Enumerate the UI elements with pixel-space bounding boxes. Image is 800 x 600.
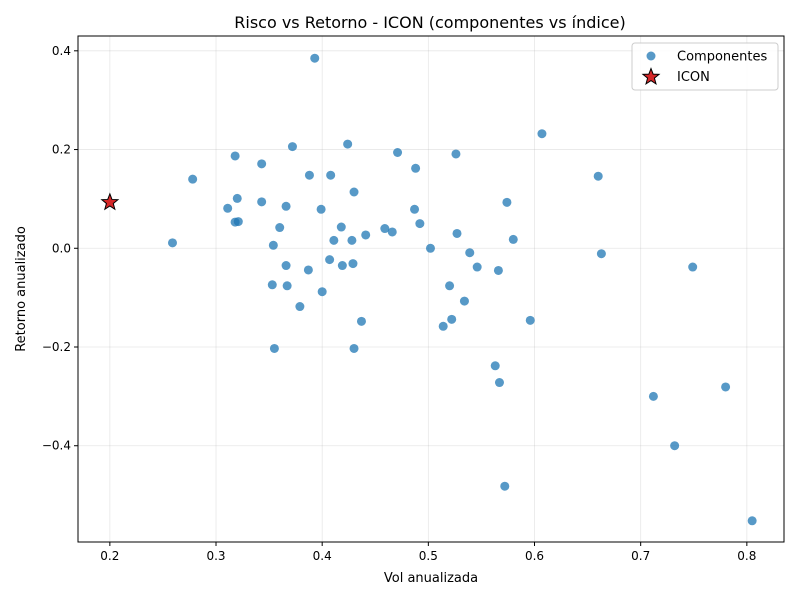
component-point	[493, 265, 503, 275]
component-point	[257, 197, 267, 207]
component-point	[281, 261, 291, 271]
y-tick-label: −0.4	[42, 439, 71, 453]
y-axis-title: Retorno anualizado	[14, 226, 29, 352]
component-point	[688, 262, 698, 272]
x-tick-label: 0.5	[419, 549, 438, 563]
component-point	[500, 481, 510, 491]
component-point	[670, 441, 680, 451]
legend: Componentes ICON	[631, 42, 779, 91]
component-point	[304, 170, 314, 180]
component-point	[465, 248, 475, 258]
component-point	[303, 265, 313, 275]
component-point	[410, 204, 420, 214]
x-tick-label: 0.2	[100, 549, 119, 563]
component-point	[596, 249, 606, 259]
x-tick-label: 0.4	[313, 549, 332, 563]
x-axis-title: Vol anualizada	[384, 571, 478, 586]
legend-marker-componentes	[646, 51, 656, 61]
component-point	[747, 516, 757, 526]
component-point	[188, 174, 198, 184]
chart-title: Risco vs Retorno - ICON (componentes vs …	[234, 13, 625, 32]
y-tick-label: 0.4	[52, 44, 71, 58]
component-point	[281, 201, 291, 211]
y-axis-ticks: −0.4 −0.2 0.0 0.2 0.4	[42, 44, 78, 453]
legend-label-icon: ICON	[677, 70, 710, 85]
y-tick-label: 0.0	[52, 241, 71, 255]
component-point	[325, 255, 335, 265]
data-points	[100, 53, 757, 526]
component-point	[223, 203, 233, 213]
component-point	[232, 193, 242, 203]
component-point	[502, 197, 512, 207]
component-point	[349, 187, 359, 197]
component-point	[451, 149, 461, 159]
component-point	[349, 343, 359, 353]
component-point	[267, 280, 277, 290]
component-point	[295, 302, 305, 312]
component-point	[494, 378, 504, 388]
component-point	[167, 238, 177, 248]
component-point	[275, 223, 285, 233]
component-point	[329, 235, 339, 245]
component-point	[317, 287, 327, 297]
component-point	[721, 382, 731, 392]
component-point	[447, 314, 457, 324]
y-tick-label: −0.2	[42, 340, 71, 354]
component-point	[347, 235, 357, 245]
x-tick-label: 0.3	[206, 549, 225, 563]
component-point	[343, 139, 353, 149]
plot-area-frame	[77, 35, 785, 543]
component-point	[268, 240, 278, 250]
component-point	[348, 259, 358, 269]
component-point	[282, 281, 292, 291]
component-point	[445, 281, 455, 291]
x-tick-label: 0.7	[631, 549, 650, 563]
component-point	[508, 234, 518, 244]
component-point	[233, 217, 243, 227]
component-point	[425, 243, 435, 253]
component-point	[648, 391, 658, 401]
component-point	[269, 343, 279, 353]
component-point	[452, 228, 462, 238]
component-point	[337, 261, 347, 271]
component-point	[537, 129, 547, 139]
component-point	[525, 315, 535, 325]
component-point	[387, 227, 397, 237]
component-point	[438, 321, 448, 331]
x-axis-ticks: 0.2 0.3 0.4 0.5 0.6 0.7 0.8	[100, 542, 756, 563]
component-point	[393, 148, 403, 158]
component-point	[310, 53, 320, 63]
legend-marker-icon	[641, 67, 661, 86]
component-point	[336, 222, 346, 232]
component-point	[593, 171, 603, 181]
icon-index-point	[100, 192, 120, 211]
component-point	[361, 230, 371, 240]
legend-box	[631, 42, 779, 91]
component-point	[411, 163, 421, 173]
component-point	[316, 204, 326, 214]
component-point	[257, 159, 267, 169]
component-point	[287, 142, 297, 152]
component-point	[380, 224, 390, 234]
component-point	[490, 361, 500, 371]
component-point	[230, 151, 240, 161]
legend-label-componentes: Componentes	[677, 50, 767, 65]
component-point	[459, 296, 469, 306]
x-tick-label: 0.8	[737, 549, 756, 563]
x-tick-label: 0.6	[525, 549, 544, 563]
component-point	[415, 219, 425, 229]
component-point	[356, 316, 366, 326]
component-point	[326, 170, 336, 180]
y-tick-label: 0.2	[52, 143, 71, 157]
component-point	[472, 262, 482, 272]
